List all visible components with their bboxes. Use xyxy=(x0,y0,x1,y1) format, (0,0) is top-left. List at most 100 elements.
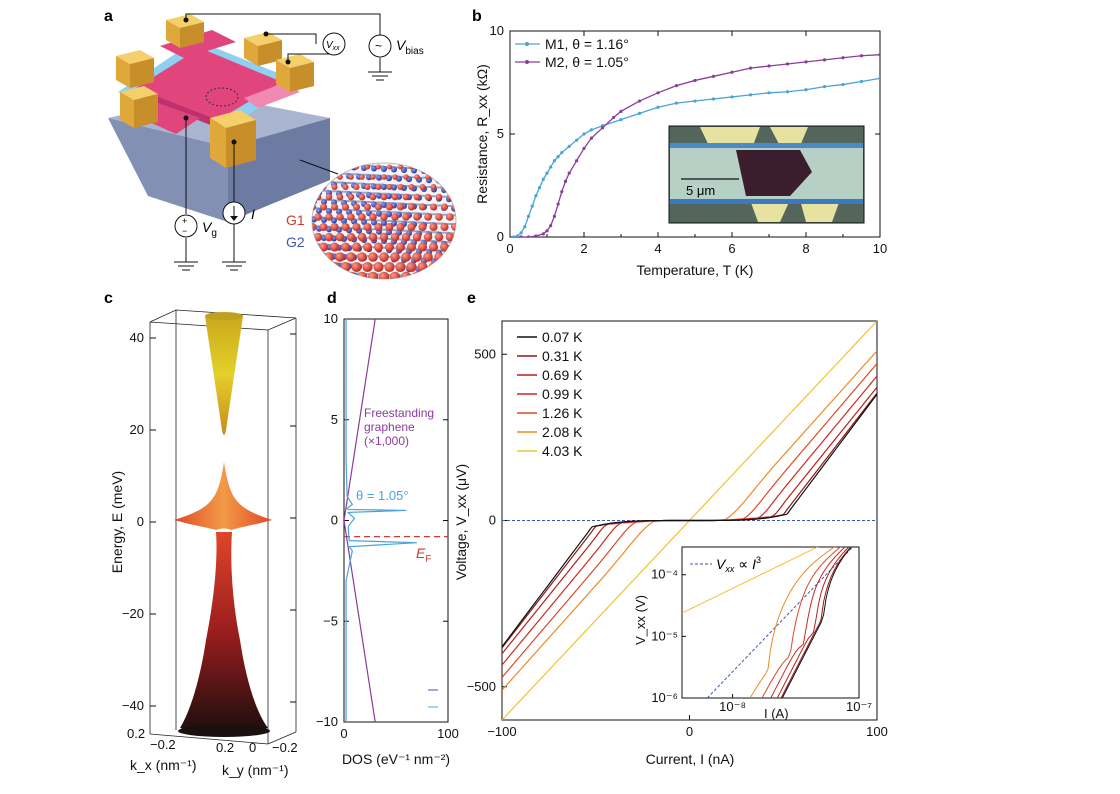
g1-atom xyxy=(313,232,323,242)
g2-atom xyxy=(291,252,297,258)
g1-atom xyxy=(280,252,290,262)
g1-atom xyxy=(384,242,395,252)
g2-atom xyxy=(461,188,467,194)
data-point-m1 xyxy=(804,88,808,92)
g1-atom xyxy=(386,164,393,170)
g1-atom xyxy=(330,203,339,211)
inset-x-tick-label: 10⁻⁷ xyxy=(846,699,872,714)
g1-atom xyxy=(414,174,420,180)
y-tick-label-c: 0 xyxy=(137,514,144,529)
series-d xyxy=(344,319,448,722)
data-point-m1 xyxy=(541,177,545,181)
g1-atom xyxy=(437,155,442,160)
g2-atom xyxy=(436,267,442,274)
g1-atom xyxy=(348,174,354,180)
g2-atom xyxy=(371,165,377,172)
twisted-bilayer-lattice xyxy=(280,155,493,283)
g1-atom xyxy=(380,193,388,201)
g1-atom xyxy=(426,155,431,160)
data-point-m2 xyxy=(552,214,557,218)
g1-atom xyxy=(430,183,437,191)
legend-label-m2: M2, θ = 1.05° xyxy=(545,54,629,70)
g1-atom xyxy=(479,233,488,242)
g1-atom xyxy=(468,213,476,221)
theta-annotation: θ = 1.05° xyxy=(356,488,409,503)
g2-atom xyxy=(451,169,456,176)
g1-atom xyxy=(331,164,338,170)
g1-atom xyxy=(402,193,410,201)
g1-atom xyxy=(473,223,481,231)
panel-c-band-structure: c 40 20 0 −20 −40 Energy, E (meV) 0.2 −0.2 0… xyxy=(104,290,298,778)
g1-atom xyxy=(401,252,411,262)
g2-atom xyxy=(411,275,417,279)
data-point-m2 xyxy=(534,234,538,237)
g2-atom xyxy=(446,178,452,185)
g1-atom xyxy=(478,272,489,283)
g1-atom xyxy=(468,233,477,242)
g1-atom xyxy=(386,183,393,191)
x-axis-label-ky: k_y (nm⁻¹) xyxy=(222,762,289,778)
g1-atom xyxy=(452,164,456,170)
data-point-m2 xyxy=(541,232,545,236)
x-tick-label-d: 0 xyxy=(340,726,347,741)
g2-atom xyxy=(376,192,382,199)
panel-label-b: b xyxy=(472,8,482,25)
g1-atom xyxy=(389,271,401,279)
data-point-m2 xyxy=(730,70,734,74)
data-point-m2 xyxy=(804,60,808,64)
g1-atom xyxy=(319,203,328,211)
data-point-m1 xyxy=(841,82,845,87)
g1-atom xyxy=(403,174,409,180)
inset-curve-0.07K xyxy=(781,547,853,698)
g1-atom xyxy=(336,193,344,201)
g1-atom xyxy=(324,232,334,242)
g2-atom xyxy=(431,276,437,279)
x-tick-label-e: 0 xyxy=(686,724,693,739)
data-point-m2 xyxy=(556,202,560,206)
g1-atom xyxy=(419,183,426,191)
g1-atom xyxy=(419,164,426,170)
x-tick-label-d: 100 xyxy=(437,726,459,741)
g1-atom xyxy=(395,242,406,252)
g2-atom xyxy=(441,169,447,175)
g1-atom xyxy=(371,155,376,160)
inset-curve-0.69K xyxy=(776,547,850,698)
data-point-m1 xyxy=(674,101,679,105)
g2-atom xyxy=(466,251,472,257)
legend-label-e: 0.07 K xyxy=(542,329,583,345)
substrate-front xyxy=(108,118,228,222)
data-point-m2 xyxy=(545,229,549,233)
g2-atom xyxy=(466,197,472,203)
data-point-m1 xyxy=(549,165,553,169)
lower-band-cone xyxy=(180,532,268,733)
g1-atom xyxy=(373,261,384,273)
g1-atom xyxy=(456,252,466,262)
x-axis-label-d: DOS (eV⁻¹ nm⁻²) xyxy=(342,751,450,767)
g1-atom xyxy=(367,271,379,279)
g1-atom xyxy=(345,271,357,279)
g1-atom xyxy=(347,213,355,221)
g1-atom xyxy=(298,203,305,210)
bias-source xyxy=(368,34,392,58)
g1-atom xyxy=(430,164,437,170)
y-tick-label-d: 0 xyxy=(331,513,338,528)
g1-atom xyxy=(373,242,384,252)
g2-atom xyxy=(376,210,382,217)
g1-atom xyxy=(434,252,444,262)
g1-atom xyxy=(357,252,367,262)
g2-atom xyxy=(441,277,447,279)
g1-atom xyxy=(462,223,470,231)
g1-atom xyxy=(390,252,400,262)
g2-atom xyxy=(471,261,477,267)
g1-atom xyxy=(434,232,444,242)
data-point-m2 xyxy=(878,53,880,57)
g1-atom xyxy=(483,262,493,272)
g1-atom xyxy=(435,213,443,221)
g1-atom xyxy=(359,174,365,180)
data-point-m1 xyxy=(859,79,864,84)
g1-atom xyxy=(423,252,433,262)
g1-label: G1 xyxy=(286,212,305,228)
g2-atom xyxy=(466,179,472,185)
data-point-m2 xyxy=(567,171,571,175)
gold-contacts xyxy=(116,14,314,168)
